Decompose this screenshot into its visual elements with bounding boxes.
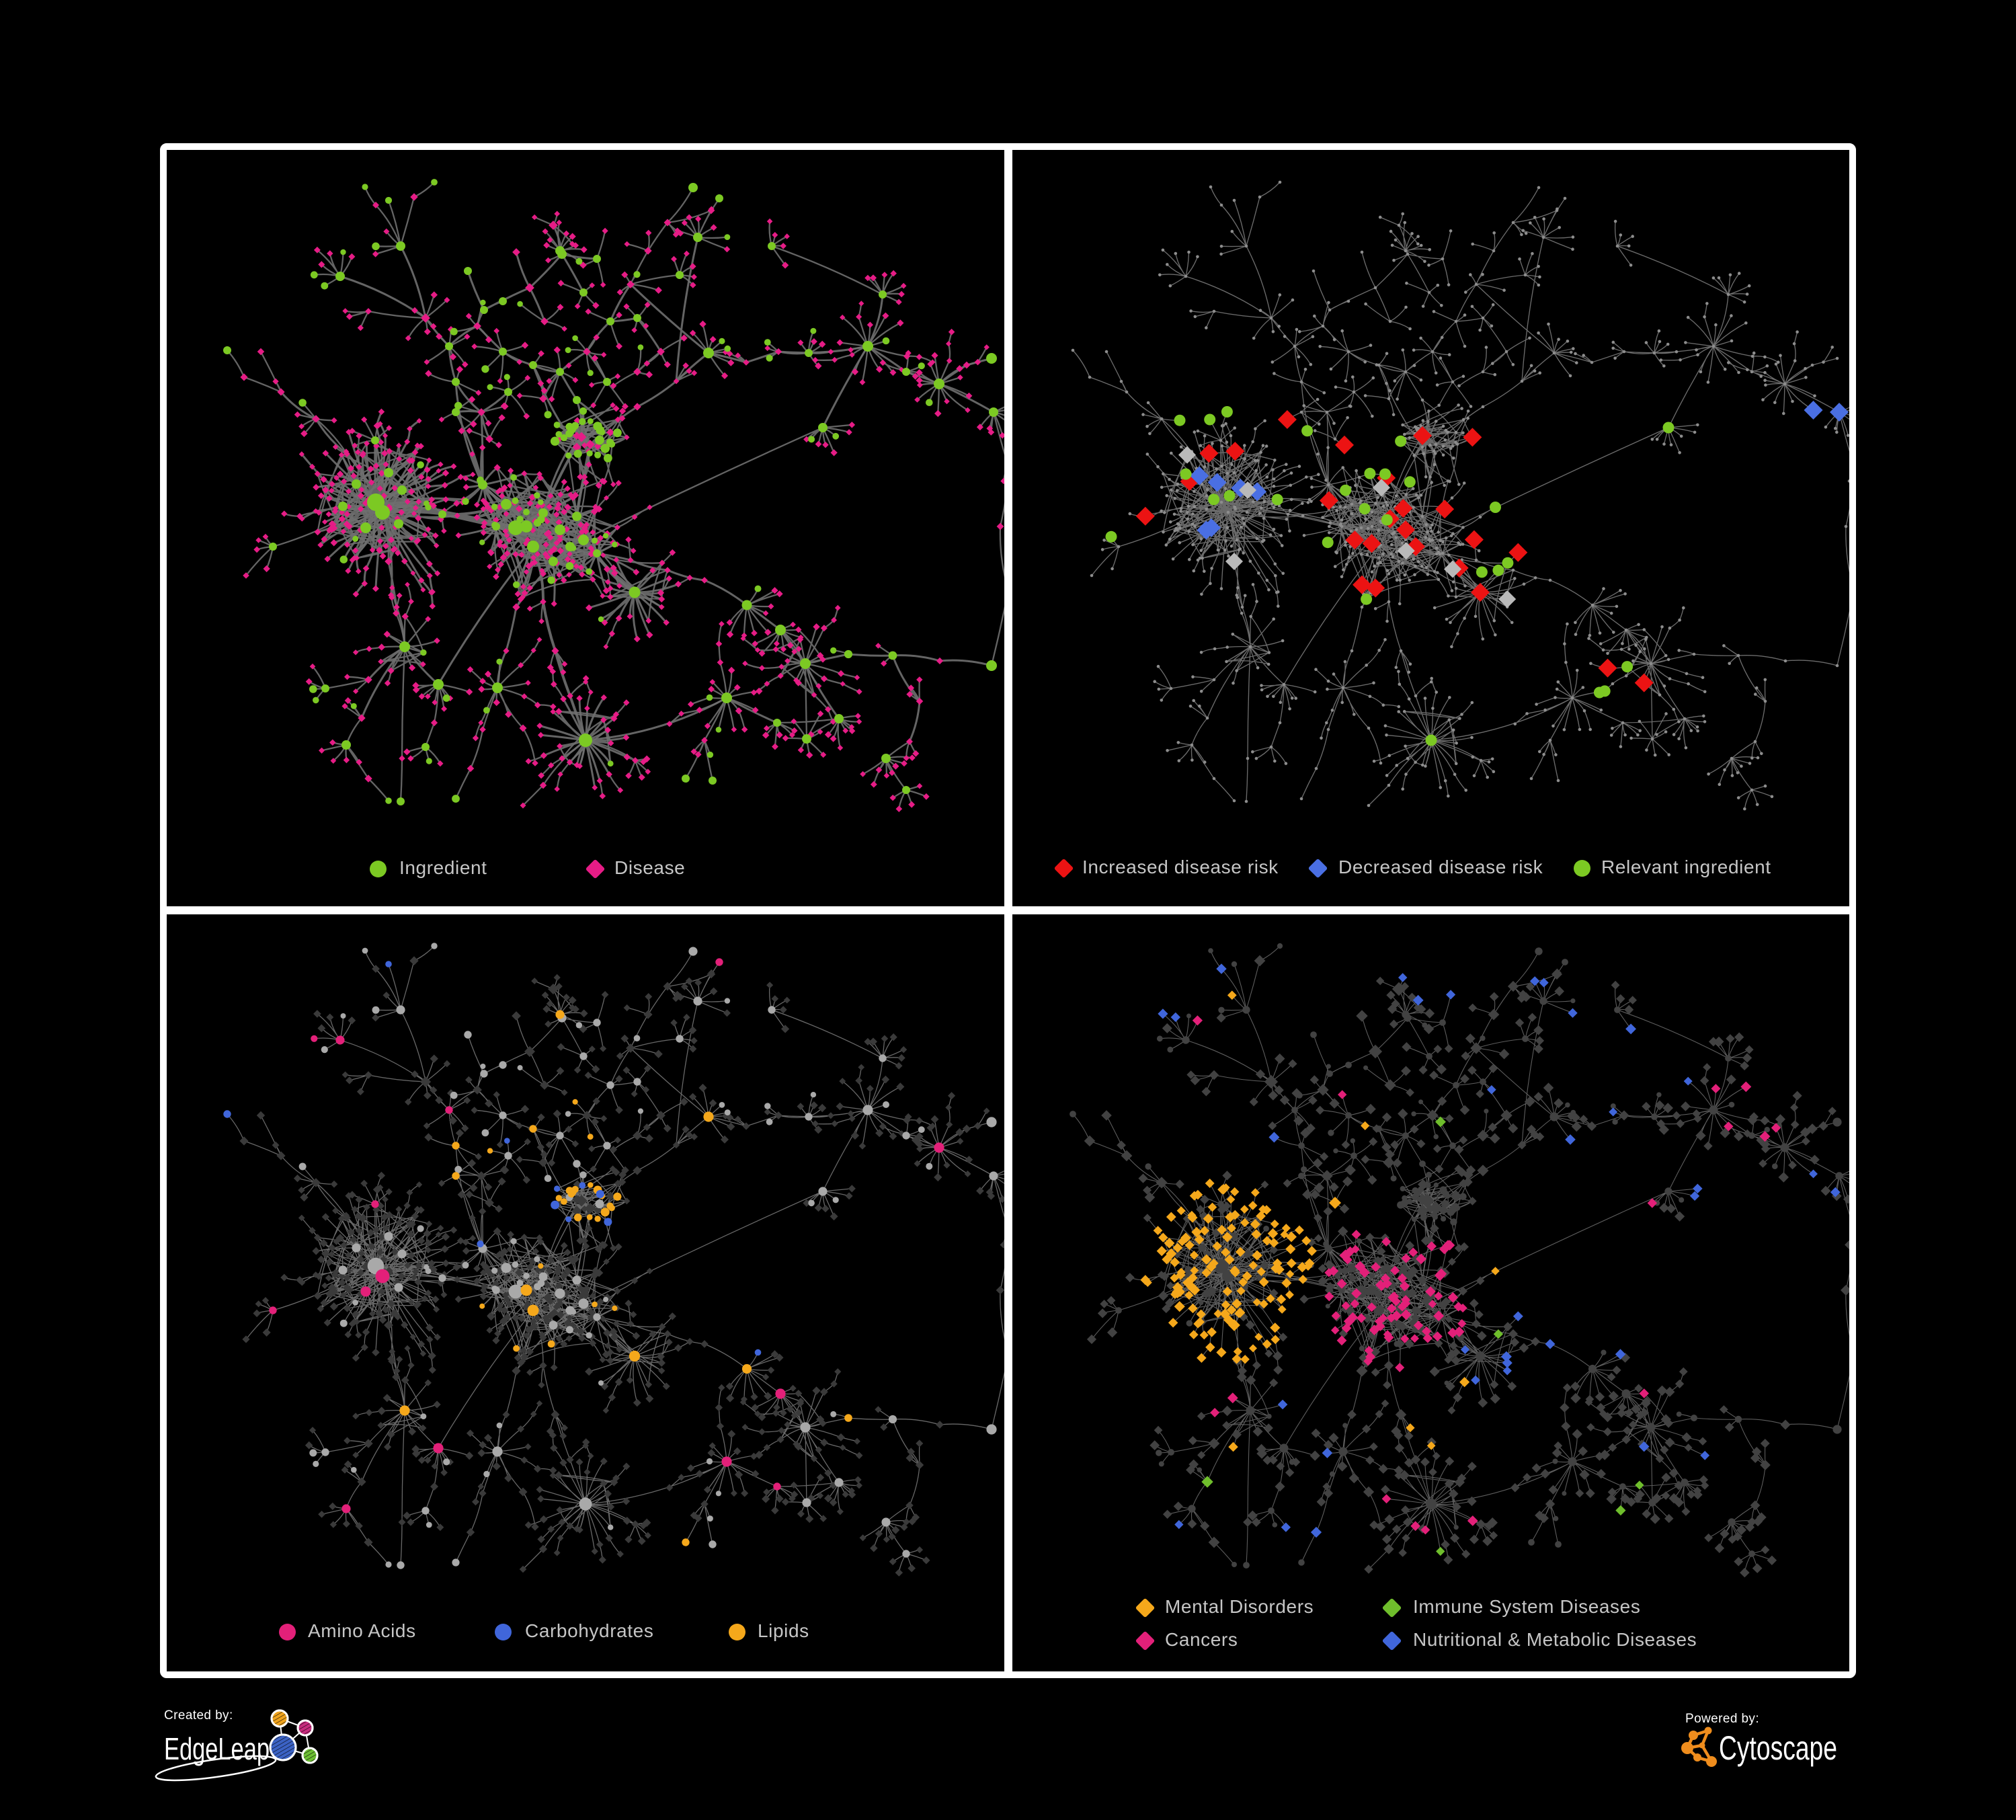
svg-text:Cytoscape: Cytoscape — [1719, 1729, 1837, 1767]
svg-text:EdgeLeap: EdgeLeap — [164, 1731, 270, 1766]
